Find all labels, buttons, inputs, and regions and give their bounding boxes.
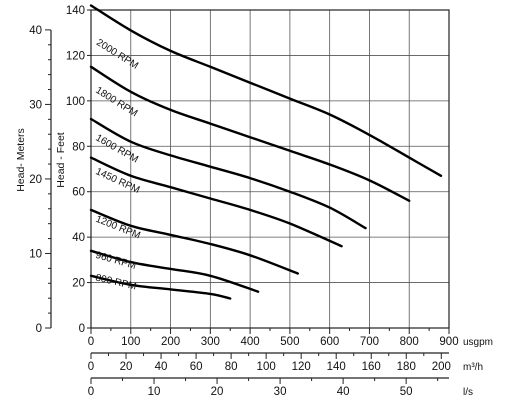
- curve-label-1600-rpm: 1600 RPM: [94, 133, 140, 166]
- series-2000-rpm: 2000 RPM: [89, 4, 443, 177]
- feet-tick-label: 40: [72, 232, 85, 244]
- m3h-tick-label: 200: [432, 361, 451, 373]
- ls-axis: 0 10 20 30 40 50 l/s: [88, 377, 473, 398]
- m3h-tick-label: 80: [225, 361, 238, 373]
- m3h-tick-label: 0: [88, 361, 94, 373]
- m3h-tick-label: 180: [397, 361, 416, 373]
- m3h-tick-label: 100: [257, 361, 276, 373]
- m3h-tick-label: 60: [190, 361, 203, 373]
- feet-tick-label: 80: [72, 141, 85, 153]
- grid: [90, 9, 450, 329]
- plot-frame: [90, 9, 450, 329]
- usgpm-tick-label: 800: [400, 336, 419, 348]
- meters-tick-label: 20: [29, 174, 42, 186]
- usgpm-tick-label: 0: [88, 336, 94, 348]
- usgpm-tick-label: 600: [320, 336, 339, 348]
- usgpm-tick-label: 200: [161, 336, 180, 348]
- curve-1800-rpm: [89, 65, 411, 202]
- m3h-tick-label: 160: [362, 361, 381, 373]
- curve-960-rpm: [89, 249, 260, 293]
- m3h-tick-label: 20: [120, 361, 133, 373]
- feet-tick-label: 120: [66, 50, 85, 62]
- usgpm-tick-label: 900: [439, 336, 458, 348]
- usgpm-tick-label: 700: [360, 336, 379, 348]
- m3h-tick-label: 120: [292, 361, 311, 373]
- feet-tick-label: 100: [66, 96, 85, 108]
- m3h-unit-label: m³/h: [463, 362, 483, 373]
- curve-label-1800-rpm: 1800 RPM: [93, 85, 139, 119]
- curve-2000-rpm: [89, 4, 443, 177]
- usgpm-axis: 0 100 200 300 400 500 600 700 800 900 usgpm: [88, 328, 493, 348]
- curve-label-2000-rpm: 2000 RPM: [94, 37, 140, 71]
- head-feet-axis: 0 20 40 60 80 100 120 140 Head - Feet: [55, 5, 91, 335]
- feet-tick-label: 20: [72, 278, 85, 290]
- meters-tick-label: 40: [29, 25, 42, 37]
- ls-tick-label: 10: [148, 386, 161, 398]
- ls-tick-label: 0: [88, 386, 94, 398]
- plot-border: [90, 9, 450, 329]
- ls-tick-label: 30: [274, 386, 287, 398]
- ls-unit-label: l/s: [463, 387, 473, 398]
- feet-tick-label: 0: [79, 323, 85, 335]
- curve-800-rpm: [89, 274, 232, 300]
- usgpm-tick-label: 400: [241, 336, 260, 348]
- usgpm-tick-label: 500: [280, 336, 299, 348]
- head-feet-title: Head - Feet: [55, 132, 67, 188]
- usgpm-unit-label: usgpm: [463, 337, 493, 348]
- meters-tick-label: 30: [29, 99, 42, 111]
- head-meters-axis: 0 10 20 30 40 Head- Meters: [15, 25, 52, 335]
- m3h-axis: 0 20 40 60 80 100 120 140 160 180 200 m³/h: [88, 352, 483, 373]
- series-1600-rpm: 1600 RPM: [89, 117, 367, 230]
- m3h-tick-label: 40: [155, 361, 168, 373]
- feet-tick-label: 60: [72, 187, 85, 199]
- feet-tick-label: 140: [66, 5, 85, 17]
- meters-tick-label: 10: [29, 248, 42, 260]
- m3h-tick-label: 140: [327, 361, 346, 373]
- curve-1200-rpm: [89, 208, 299, 275]
- ls-tick-label: 50: [400, 386, 413, 398]
- curve-1450-rpm: [89, 156, 343, 248]
- usgpm-tick-label: 300: [201, 336, 220, 348]
- head-meters-title: Head- Meters: [15, 128, 27, 192]
- ls-tick-label: 20: [211, 386, 224, 398]
- curve-1600-rpm: [89, 117, 367, 230]
- meters-tick-label: 0: [36, 323, 42, 335]
- usgpm-tick-label: 100: [121, 336, 140, 348]
- ls-tick-label: 40: [337, 386, 350, 398]
